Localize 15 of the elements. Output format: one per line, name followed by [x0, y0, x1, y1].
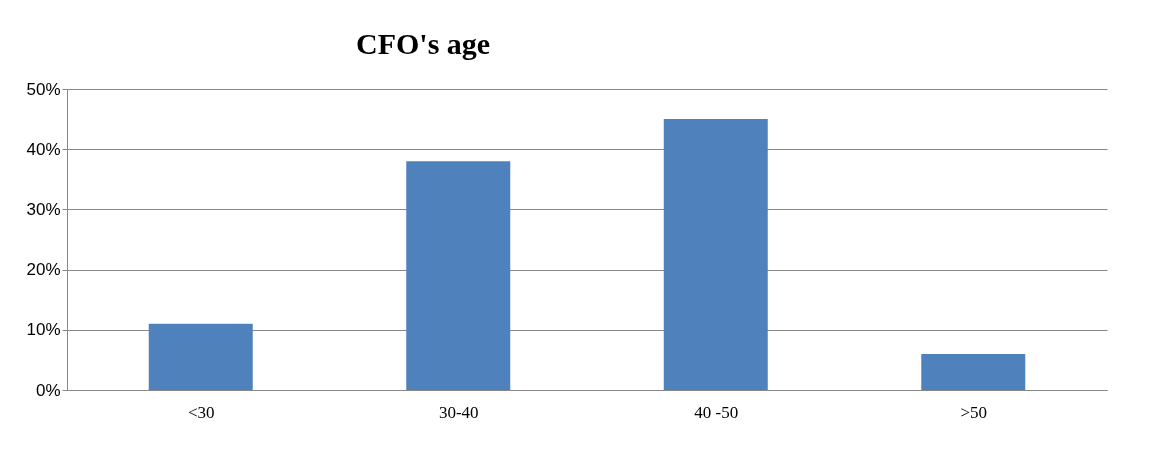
y-tick-label: 50%: [26, 79, 61, 99]
y-tick-label: 30%: [26, 199, 61, 219]
y-tick-label: 20%: [26, 260, 61, 280]
y-tick-label: 0%: [35, 380, 61, 400]
bar: [406, 161, 511, 390]
bar: [663, 119, 768, 390]
bar: [921, 353, 1026, 390]
y-tick-label: 10%: [26, 320, 61, 340]
chart-title: CFO's age: [355, 27, 491, 60]
x-tick-label: >50: [960, 402, 988, 422]
x-tick-label: <30: [187, 402, 215, 422]
y-tick-label: 40%: [26, 139, 61, 159]
bar: [148, 323, 253, 390]
x-tick-label: 40 -50: [694, 402, 739, 422]
x-tick-label: 30-40: [438, 402, 479, 422]
